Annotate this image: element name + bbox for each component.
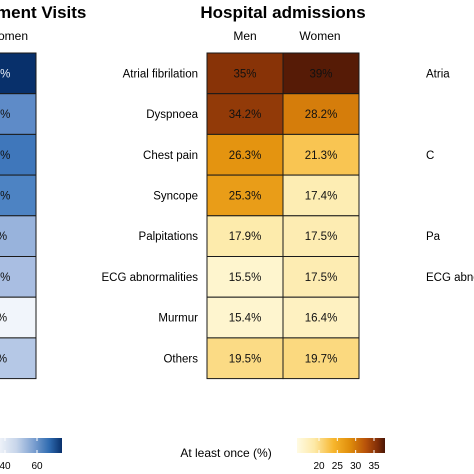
left-heatmap-cell [0, 52, 37, 95]
cell-label: 19.5% [229, 353, 262, 365]
left-panel-title: ment Visits [0, 3, 86, 22]
left-cell-label: 6% [0, 150, 10, 162]
left-cell-label: 6% [0, 191, 10, 203]
heatmap-cell [206, 296, 284, 339]
heatmap-cell [282, 296, 360, 339]
col-header-women: Women [299, 29, 340, 43]
right-row-label: ECG abno [426, 272, 474, 284]
left-heatmap-cell [0, 133, 37, 176]
cell-label: 17.5% [305, 272, 338, 284]
colorbar-tick-label: 20 [313, 461, 325, 472]
colorbar-tick-label: 25 [332, 461, 344, 472]
left-heatmap-cell [0, 337, 37, 380]
cell-label: 15.5% [229, 272, 262, 284]
cell-label: 21.3% [305, 150, 338, 162]
right-row-label: Atria [426, 68, 450, 80]
left-col-header-women: omen [0, 29, 28, 43]
cell-label: 28.2% [305, 109, 338, 121]
left-colorbar-tick-label: 60 [31, 461, 43, 472]
heatmap-cell [282, 52, 360, 95]
left-colorbar-tick-label: 40 [0, 461, 11, 472]
right-row-labels: Atria C Pa ECG abno [426, 68, 474, 284]
row-label: Chest pain [143, 150, 198, 162]
left-heatmap-cell [0, 174, 37, 217]
cell-label: 35% [233, 68, 256, 80]
left-cell-label: % [0, 353, 7, 365]
row-label: Syncope [153, 191, 198, 203]
cell-label: 16.4% [305, 313, 338, 325]
chart-title: Hospital admissions [200, 3, 365, 22]
heatmap-cell [206, 52, 284, 95]
left-cell-label: 6% [0, 109, 10, 121]
row-label: Atrial fibrilation [123, 68, 198, 80]
cell-label: 25.3% [229, 191, 262, 203]
left-colorbar [0, 438, 62, 453]
heatmap-cell [282, 215, 360, 258]
left-heatmap-cell [0, 215, 37, 258]
left-heatmap-cell [0, 256, 37, 298]
left-cell-label: % [0, 313, 7, 325]
heatmap-cell [282, 93, 360, 135]
right-row-label: Pa [426, 231, 441, 243]
heatmap-cells: 35% 39% 34.2% 28.2% 26.3% 21.3% 25.3% 17.4% 17.9… [206, 52, 360, 380]
left-cell-label: % [0, 231, 7, 243]
left-heatmap-cell [0, 93, 37, 135]
row-label: Palpitations [139, 231, 199, 243]
colorbar-tick-label: 35 [368, 461, 380, 472]
left-heatmap-cells: 6% 6% 6% 6%% 0%%% [0, 52, 37, 380]
colorbar-ticks: 20 25 30 35 [313, 438, 380, 472]
row-label: Murmur [158, 313, 198, 325]
row-label: Dyspnoea [146, 109, 198, 121]
cell-label: 19.7% [305, 353, 338, 365]
heatmap-cell [282, 337, 360, 380]
cell-label: 17.4% [305, 191, 338, 203]
cell-label: 34.2% [229, 109, 262, 121]
heatmap-cell [282, 256, 360, 298]
cell-label: 15.4% [229, 313, 262, 325]
right-row-label: C [426, 150, 434, 162]
colorbar-tick-label: 30 [350, 461, 362, 472]
left-cell-label: 6% [0, 68, 10, 80]
row-labels: Atrial fibrilation Dyspnoea Chest pain Sync… [101, 68, 198, 365]
left-heatmap-cell [0, 296, 37, 339]
row-label: Others [163, 353, 198, 365]
heatmap-cell [282, 133, 360, 176]
col-header-men: Men [233, 29, 256, 43]
heatmap-cell [282, 174, 360, 217]
left-cell-label: 0% [0, 272, 10, 284]
cell-label: 17.5% [305, 231, 338, 243]
cell-label: 17.9% [229, 231, 262, 243]
colorbar [297, 438, 385, 453]
heatmap-cell [206, 93, 284, 135]
colorbar-label: At least once (%) [180, 446, 271, 460]
heatmap-cell [206, 256, 284, 298]
cell-label: 39% [309, 68, 332, 80]
cell-label: 26.3% [229, 150, 262, 162]
row-label: ECG abnormalities [101, 272, 198, 284]
